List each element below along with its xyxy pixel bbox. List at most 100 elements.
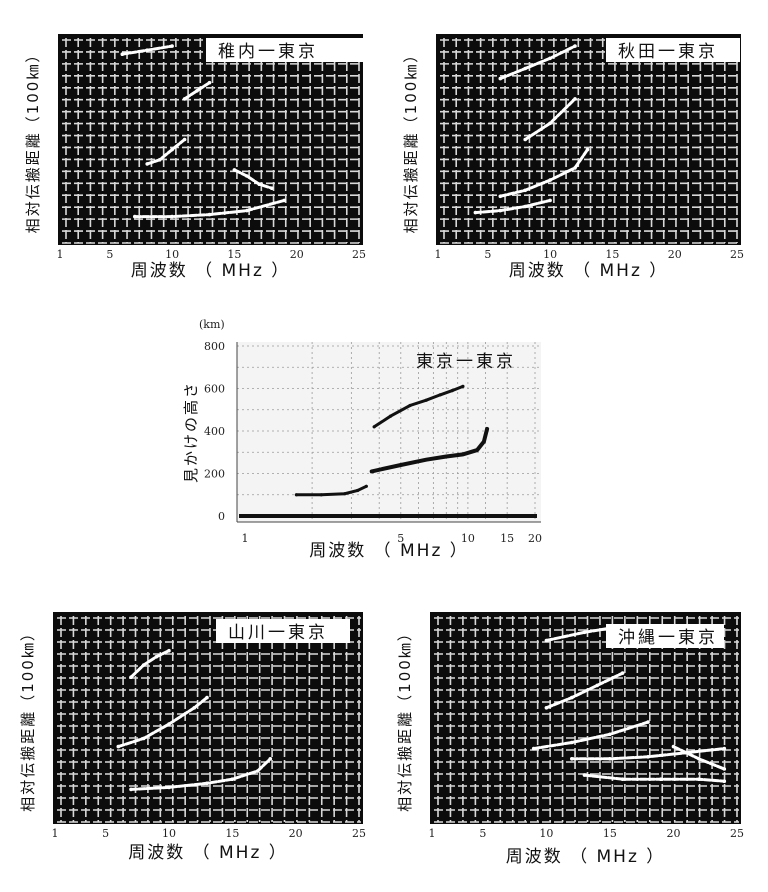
trace-point xyxy=(167,722,171,726)
trace-point xyxy=(167,785,171,790)
x-tick-label: 15 xyxy=(605,248,619,261)
trace-point xyxy=(170,214,174,219)
trace-3 xyxy=(129,757,272,791)
trace-1 xyxy=(498,44,577,81)
y-unit: (km) xyxy=(199,318,225,331)
trace-point xyxy=(182,97,187,101)
x-tick-label: 5 xyxy=(106,248,113,261)
trace-point xyxy=(646,755,650,759)
x-tick-label: 20 xyxy=(668,248,682,261)
x-tick-label: 15 xyxy=(500,532,514,545)
y-axis-label: 見かけの高さ xyxy=(182,381,200,483)
y-tick-label: 200 xyxy=(204,468,225,481)
trace-point xyxy=(195,89,199,93)
trace-point xyxy=(370,469,374,473)
trace-point xyxy=(485,427,489,431)
trace-point xyxy=(573,97,577,101)
trace-point xyxy=(389,414,393,418)
trace-point xyxy=(523,66,527,71)
x-tick-label: 5 xyxy=(484,248,491,261)
trace-point xyxy=(408,403,412,408)
trace-point xyxy=(450,389,454,393)
trace-3 xyxy=(532,720,650,751)
x-tick-label: 25 xyxy=(352,827,366,840)
x-tick-label: 1 xyxy=(242,532,249,545)
trace-point xyxy=(438,393,442,397)
trace-point xyxy=(255,769,260,773)
x-tick-label: 10 xyxy=(539,827,553,840)
trace-point xyxy=(245,208,249,213)
trace-point xyxy=(473,210,478,215)
grid-lines xyxy=(57,616,361,823)
x-tick-label: 10 xyxy=(461,532,475,545)
trace-4 xyxy=(473,198,552,215)
trace-point xyxy=(270,186,274,190)
trace-4 xyxy=(232,168,274,190)
trace-point xyxy=(141,663,146,667)
x-axis-label: 周波数 （ MHz ） xyxy=(309,541,469,561)
trace-point xyxy=(319,493,323,497)
trace-point xyxy=(170,147,174,152)
trace-point xyxy=(364,484,368,488)
x-tick-label: 25 xyxy=(730,248,744,261)
x-axis-label: 周波数 （ MHz ） xyxy=(131,261,291,281)
x-tick-label: 10 xyxy=(165,248,179,261)
trace-point xyxy=(444,454,448,459)
y-axis-label: 相対伝搬距離（100㎞） xyxy=(402,46,420,234)
plot-area xyxy=(53,612,363,824)
plot-area xyxy=(237,342,541,522)
trace-3 xyxy=(145,138,187,166)
x-axis-label: 周波数 （ MHz ） xyxy=(128,843,288,863)
x-tick-label: 15 xyxy=(225,827,239,840)
grid-lines xyxy=(237,342,541,522)
y-axis-label: 相対伝搬距離（100㎞） xyxy=(396,624,414,812)
trace-point xyxy=(620,624,625,628)
trace-point xyxy=(356,488,360,493)
trace-point xyxy=(620,671,625,675)
trace-point xyxy=(620,777,625,781)
trace-point xyxy=(207,212,212,217)
trace-point xyxy=(582,630,587,635)
trace-point xyxy=(548,178,552,182)
trace-point xyxy=(548,56,552,61)
trace-point xyxy=(523,204,527,209)
x-tick-label: 20 xyxy=(666,827,680,840)
plot-area xyxy=(436,34,741,245)
trace-point xyxy=(722,767,727,771)
x-tick-label: 5 xyxy=(102,827,109,840)
x-tick-label: 20 xyxy=(528,532,542,545)
chart-title: 山川一東京 xyxy=(228,623,328,643)
trace-point xyxy=(120,52,125,56)
x-tick-label: 1 xyxy=(435,248,442,261)
trace-point xyxy=(482,440,486,444)
title-box xyxy=(606,38,740,62)
trace-point xyxy=(523,137,527,142)
trace-point xyxy=(595,683,599,688)
trace-point xyxy=(257,182,262,186)
x-tick-label: 25 xyxy=(352,248,366,261)
trace-point xyxy=(133,214,137,219)
trace-point xyxy=(523,188,527,193)
x-tick-label: 25 xyxy=(730,827,744,840)
trace-point xyxy=(129,787,133,792)
trace-point xyxy=(154,655,159,659)
trace-point xyxy=(697,757,701,761)
trace-point xyxy=(230,777,235,781)
trace-point xyxy=(167,648,171,653)
trace-point xyxy=(205,781,209,786)
trace-point xyxy=(461,384,465,388)
trace-point xyxy=(570,695,574,700)
x-tick-label: 5 xyxy=(479,827,486,840)
grid-lines xyxy=(440,38,739,244)
trace-point xyxy=(170,44,174,48)
trace-point xyxy=(145,162,149,166)
y-axis-label: 相対伝搬距離（100㎞） xyxy=(19,624,37,812)
trace-2 xyxy=(544,671,625,710)
x-tick-label: 10 xyxy=(543,248,557,261)
x-tick-label: 1 xyxy=(429,827,436,840)
trace-point xyxy=(145,48,149,52)
